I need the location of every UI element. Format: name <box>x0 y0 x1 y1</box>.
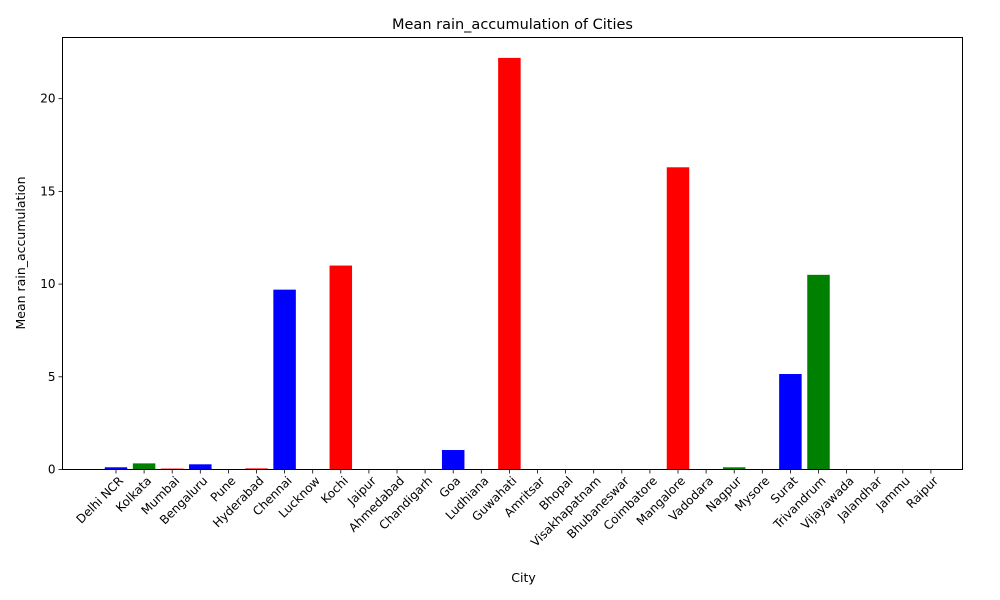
bars-group <box>104 57 830 470</box>
bar-nagpur <box>722 467 746 470</box>
y-tick-label-15: 15 <box>40 184 55 198</box>
bar-kolkata <box>132 463 156 470</box>
y-axis-label: Mean rain_accumulation <box>13 177 28 330</box>
bar-surat <box>779 374 802 470</box>
bar-goa <box>441 450 465 470</box>
x-axis-label: City <box>511 570 536 585</box>
y-tick-label-10: 10 <box>40 277 55 291</box>
chart-title: Mean rain_accumulation of Cities <box>392 17 633 33</box>
bar-chennai <box>273 289 296 470</box>
bar-hyderabad <box>245 468 268 470</box>
y-axis-ticks: 0 5 10 15 20 <box>40 92 63 477</box>
bar-mangalore <box>666 167 690 470</box>
plot-frame <box>62 37 963 470</box>
bar-bengaluru <box>189 464 212 470</box>
bar-trivandrum <box>807 274 830 470</box>
y-tick-label-0: 0 <box>48 463 56 477</box>
bar-kochi <box>329 265 353 470</box>
bar-delhi-ncr <box>104 467 128 470</box>
bar-guwahati <box>498 57 521 470</box>
y-tick-label-20: 20 <box>40 92 55 106</box>
y-tick-label-5: 5 <box>48 370 56 384</box>
